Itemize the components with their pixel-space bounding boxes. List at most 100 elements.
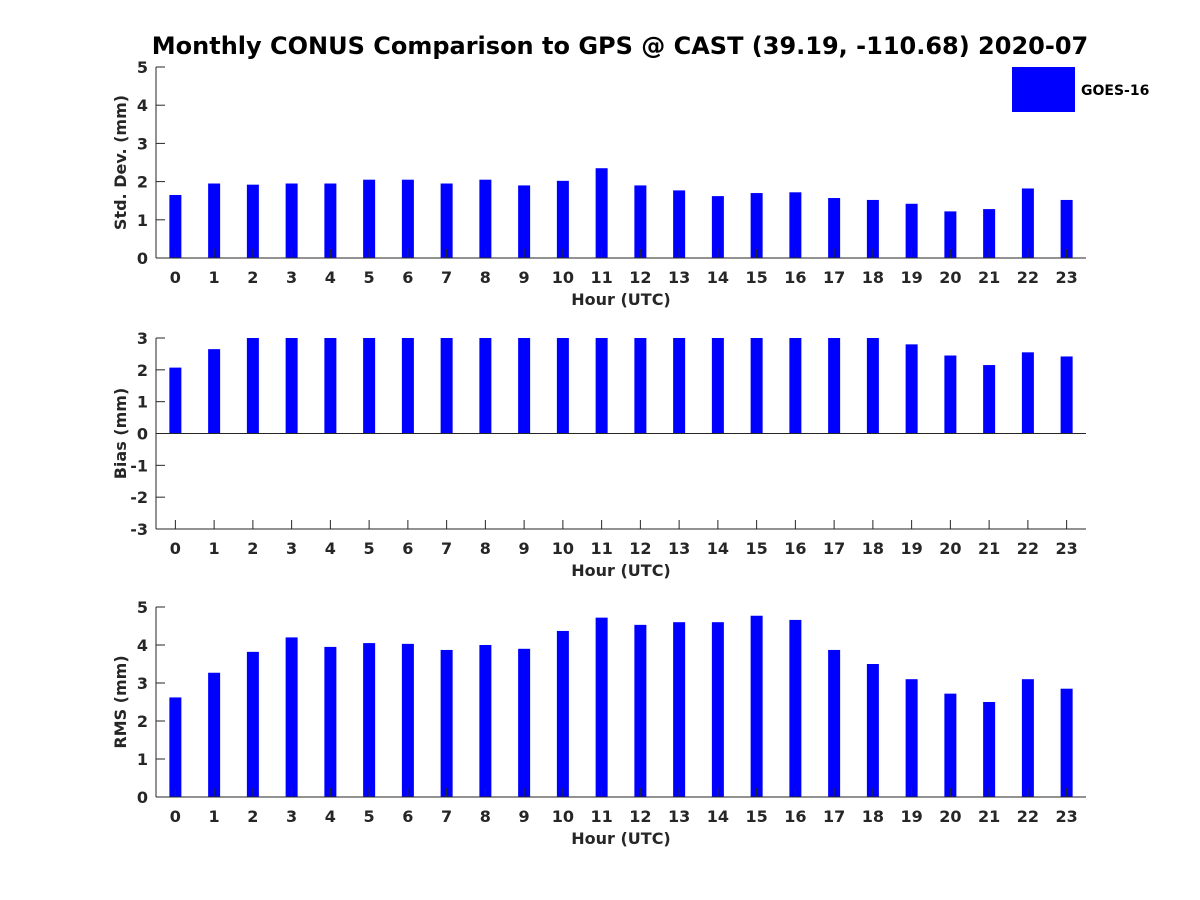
x-tick-label: 23 <box>1055 268 1077 287</box>
y-tick-label: 2 <box>137 173 148 192</box>
bar-hour-16 <box>789 338 802 434</box>
bar-hour-2 <box>246 651 259 797</box>
bar-hour-4 <box>324 183 337 258</box>
y-tick-label: 3 <box>137 674 148 693</box>
bar-hour-15 <box>750 193 763 258</box>
bar-hour-5 <box>363 179 376 258</box>
x-tick-label: 22 <box>1017 807 1039 826</box>
y-axis-label: Bias (mm) <box>111 388 130 480</box>
x-tick-label: 18 <box>862 807 884 826</box>
x-tick-label: 8 <box>480 268 491 287</box>
bar-hour-21 <box>983 209 996 258</box>
x-tick-label: 16 <box>784 268 806 287</box>
x-tick-label: 19 <box>900 807 922 826</box>
y-tick-label: -1 <box>130 456 148 475</box>
x-tick-label: 15 <box>745 539 767 558</box>
y-tick-label: 5 <box>137 598 148 617</box>
x-tick-label: 19 <box>900 539 922 558</box>
x-tick-label: 0 <box>170 807 181 826</box>
x-tick-label: 9 <box>519 807 530 826</box>
x-tick-label: 4 <box>325 268 336 287</box>
bar-hour-22 <box>1021 352 1034 434</box>
bar-hour-15 <box>750 338 763 434</box>
x-tick-label: 4 <box>325 539 336 558</box>
bar-hour-14 <box>711 338 724 434</box>
bar-hour-0 <box>169 194 182 258</box>
x-tick-label: 8 <box>480 539 491 558</box>
x-tick-label: 9 <box>519 539 530 558</box>
bar-hour-7 <box>440 649 453 797</box>
x-tick-label: 2 <box>247 268 258 287</box>
bar-hour-17 <box>828 198 841 258</box>
y-tick-label: 1 <box>137 393 148 412</box>
x-tick-label: 23 <box>1055 539 1077 558</box>
bar-hour-12 <box>634 624 647 797</box>
bar-hour-8 <box>479 338 492 434</box>
x-tick-label: 3 <box>286 539 297 558</box>
x-tick-label: 17 <box>823 807 845 826</box>
y-axis-label: RMS (mm) <box>111 655 130 748</box>
x-tick-label: 10 <box>552 807 574 826</box>
x-axis-label: Hour (UTC) <box>571 561 671 580</box>
x-tick-label: 14 <box>707 268 729 287</box>
bar-hour-2 <box>246 338 259 434</box>
bar-hour-5 <box>363 643 376 797</box>
y-tick-label: 2 <box>137 361 148 380</box>
bar-hour-13 <box>673 190 686 258</box>
bar-hour-21 <box>983 702 996 797</box>
bar-hour-18 <box>866 338 879 434</box>
legend-label: GOES-16 <box>1081 83 1149 99</box>
y-tick-label: 0 <box>137 788 148 807</box>
bar-hour-18 <box>866 664 879 797</box>
x-tick-label: 5 <box>364 807 375 826</box>
bar-hour-11 <box>595 338 608 434</box>
bar-hour-1 <box>208 349 221 434</box>
x-tick-label: 7 <box>441 539 452 558</box>
bar-hour-19 <box>905 203 918 258</box>
bar-hour-17 <box>828 649 841 797</box>
x-tick-label: 10 <box>552 268 574 287</box>
y-tick-label: 5 <box>137 58 148 77</box>
bar-hour-23 <box>1060 356 1073 434</box>
x-tick-label: 21 <box>978 539 1000 558</box>
x-tick-label: 11 <box>590 539 612 558</box>
y-tick-label: 0 <box>137 425 148 444</box>
bar-hour-6 <box>401 179 414 258</box>
x-tick-label: 21 <box>978 268 1000 287</box>
x-tick-label: 6 <box>402 539 413 558</box>
x-tick-label: 6 <box>402 807 413 826</box>
y-tick-label: 1 <box>137 750 148 769</box>
x-tick-label: 17 <box>823 268 845 287</box>
bar-hour-0 <box>169 367 182 434</box>
y-tick-label: 3 <box>137 329 148 348</box>
legend-swatch <box>1012 67 1075 112</box>
x-tick-label: 9 <box>519 268 530 287</box>
x-tick-label: 13 <box>668 268 690 287</box>
x-tick-label: 6 <box>402 268 413 287</box>
x-tick-label: 20 <box>939 268 961 287</box>
y-tick-label: 3 <box>137 134 148 153</box>
x-tick-label: 3 <box>286 268 297 287</box>
x-tick-label: 18 <box>862 268 884 287</box>
bar-hour-22 <box>1021 188 1034 258</box>
x-tick-label: 10 <box>552 539 574 558</box>
chart-title: Monthly CONUS Comparison to GPS @ CAST (… <box>152 32 1088 60</box>
bar-hour-23 <box>1060 688 1073 797</box>
x-axis-label: Hour (UTC) <box>571 290 671 309</box>
bar-hour-10 <box>556 338 569 434</box>
bar-hour-20 <box>944 211 957 258</box>
x-tick-label: 1 <box>209 539 220 558</box>
bar-hour-12 <box>634 185 647 258</box>
bar-hour-21 <box>983 365 996 434</box>
y-tick-label: 4 <box>137 636 148 655</box>
bar-hour-2 <box>246 184 259 258</box>
x-tick-label: 22 <box>1017 268 1039 287</box>
y-tick-label: 0 <box>137 249 148 268</box>
bar-hour-16 <box>789 619 802 797</box>
bar-hour-20 <box>944 693 957 797</box>
x-tick-label: 20 <box>939 539 961 558</box>
bar-hour-7 <box>440 338 453 434</box>
